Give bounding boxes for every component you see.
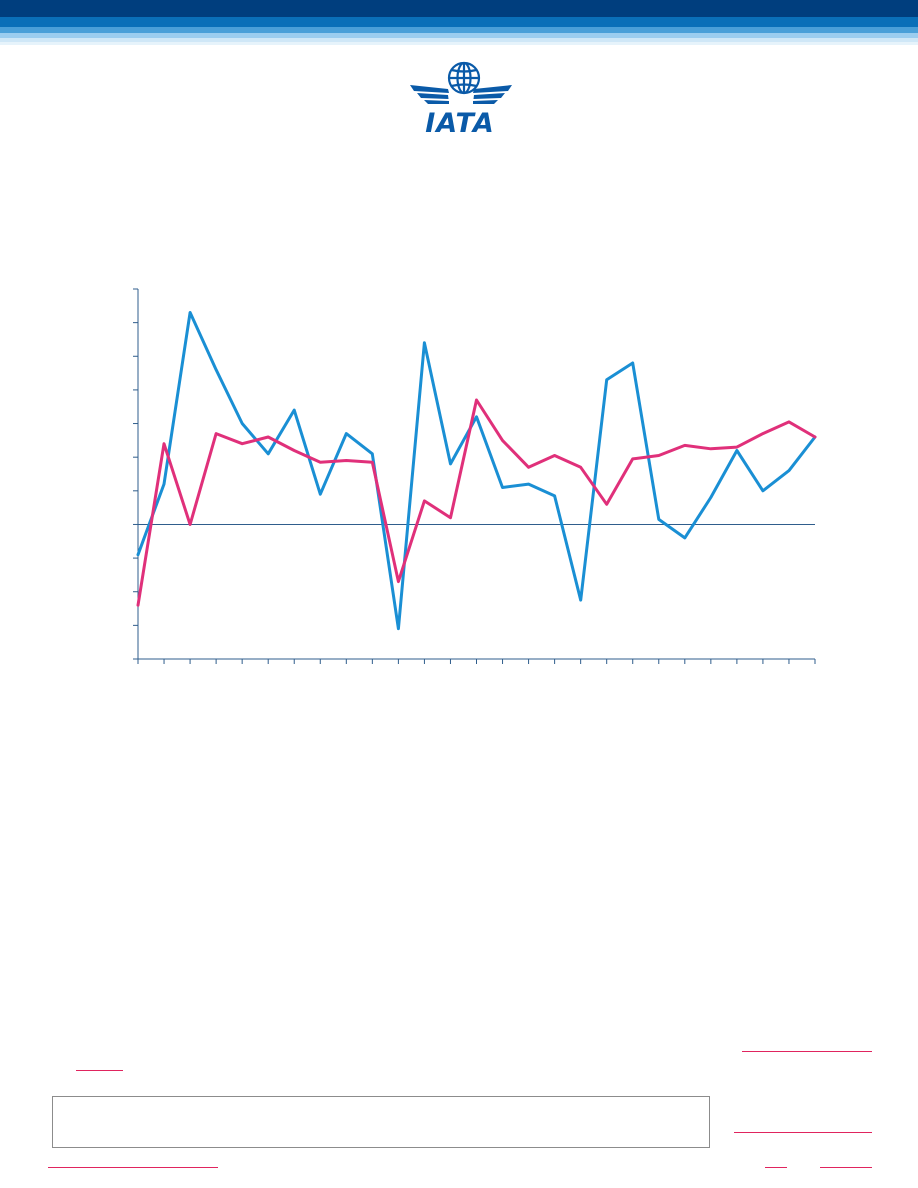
series-1-point	[397, 627, 400, 630]
chart-axes	[133, 288, 816, 664]
logo-text: IATA	[425, 108, 495, 136]
series-2-point	[319, 461, 322, 464]
footnote-link-underline-2[interactable]	[76, 1070, 123, 1071]
series-1-point	[683, 536, 687, 540]
series-1-point	[709, 496, 713, 499]
series-1-point	[188, 311, 192, 314]
header-band-blue	[0, 17, 918, 27]
header-bands	[0, 0, 918, 50]
series-1-point	[319, 492, 322, 496]
series-2-point	[631, 457, 634, 461]
footer-link-underline-left[interactable]	[48, 1167, 218, 1168]
series-1-point	[501, 486, 504, 489]
series-2-point	[683, 444, 687, 447]
series-2-point	[397, 580, 400, 583]
series-1-point	[449, 462, 452, 466]
series-2-point	[787, 420, 791, 424]
series-2-point	[579, 466, 582, 469]
header-band-mid	[0, 27, 918, 33]
series-1-point	[371, 452, 374, 456]
series-1-point	[475, 415, 478, 419]
footer-link-underline-mid[interactable]	[765, 1167, 787, 1168]
series-2-point	[449, 516, 452, 519]
series-2-point	[214, 432, 218, 435]
series-1-point	[266, 452, 270, 456]
series-1-point	[787, 469, 791, 472]
header-band-light	[0, 33, 918, 38]
side-link-underline[interactable]	[734, 1132, 872, 1133]
series-2-point	[423, 499, 426, 503]
series-2-point	[136, 603, 140, 607]
header-band-navy	[0, 0, 918, 17]
series-1-point	[293, 408, 296, 412]
series-1-point	[136, 553, 140, 556]
series-1-point	[345, 432, 348, 435]
series-2-point	[605, 503, 608, 506]
header-band-pale	[0, 38, 918, 42]
series-1-point	[240, 422, 244, 425]
footnote-link-underline-1[interactable]	[742, 1051, 872, 1052]
series-2-point	[761, 432, 765, 435]
series-1-point	[423, 341, 426, 345]
series-1-point	[605, 378, 608, 382]
series-1-point	[761, 489, 765, 493]
line-chart	[133, 288, 817, 664]
series-1-point	[527, 482, 530, 486]
series-2-point	[501, 439, 504, 442]
chart-series	[136, 311, 817, 631]
series-1-point	[214, 368, 218, 371]
series-line-2	[136, 398, 817, 607]
series-2-point	[188, 523, 192, 526]
header-band-faint	[0, 42, 918, 45]
series-1-point	[579, 598, 582, 602]
iata-logo: IATA	[410, 61, 512, 136]
series-1-point	[631, 361, 634, 365]
series-2-point	[657, 454, 660, 457]
series-line-1	[136, 311, 817, 631]
series-1-point	[553, 494, 556, 498]
series-2-point	[162, 442, 166, 445]
series-2-point	[735, 445, 739, 449]
series-1-point	[162, 482, 166, 486]
series-2-point	[475, 398, 478, 402]
series-2-point	[240, 442, 244, 445]
info-box	[52, 1096, 710, 1148]
series-2-point	[553, 454, 556, 457]
series-2-point	[709, 447, 713, 450]
footer-link-underline-right[interactable]	[820, 1167, 872, 1168]
series-2-point	[813, 435, 817, 439]
series-2-point	[527, 466, 530, 469]
series-2-point	[345, 459, 348, 462]
series-2-point	[371, 461, 374, 464]
series-1-point	[657, 518, 660, 521]
series-2-point	[266, 435, 270, 439]
wings-icon	[410, 85, 512, 104]
series-1-point	[735, 449, 739, 452]
globe-icon	[447, 61, 481, 95]
series-2-point	[293, 449, 296, 452]
